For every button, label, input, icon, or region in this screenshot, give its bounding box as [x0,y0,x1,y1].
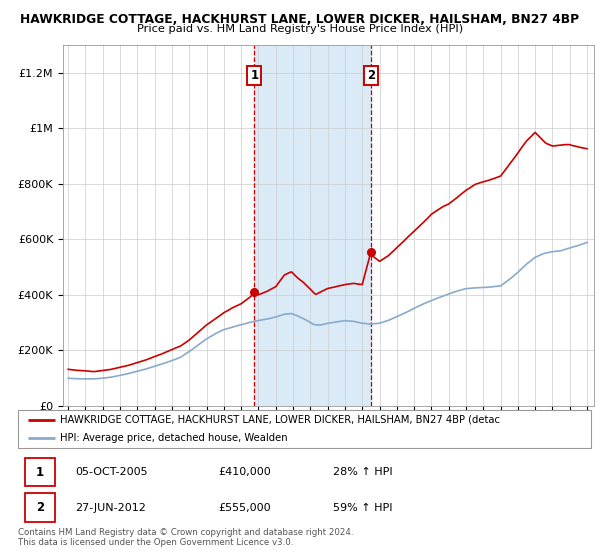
Text: Contains HM Land Registry data © Crown copyright and database right 2024.
This d: Contains HM Land Registry data © Crown c… [18,528,353,547]
Text: 27-JUN-2012: 27-JUN-2012 [76,502,146,512]
Text: 1: 1 [250,69,259,82]
Text: 59% ↑ HPI: 59% ↑ HPI [333,502,392,512]
Text: £555,000: £555,000 [218,502,271,512]
Text: HAWKRIDGE COTTAGE, HACKHURST LANE, LOWER DICKER, HAILSHAM, BN27 4BP (detac: HAWKRIDGE COTTAGE, HACKHURST LANE, LOWER… [60,415,500,425]
FancyBboxPatch shape [25,458,55,486]
Text: 1: 1 [36,465,44,479]
FancyBboxPatch shape [25,493,55,521]
Text: HPI: Average price, detached house, Wealden: HPI: Average price, detached house, Weal… [60,433,287,444]
Text: £410,000: £410,000 [218,467,271,477]
Text: 2: 2 [367,69,375,82]
FancyBboxPatch shape [18,410,591,448]
Text: 28% ↑ HPI: 28% ↑ HPI [333,467,393,477]
Bar [254,45,371,406]
Text: 05-OCT-2005: 05-OCT-2005 [76,467,148,477]
Text: Price paid vs. HM Land Registry's House Price Index (HPI): Price paid vs. HM Land Registry's House … [137,24,463,34]
Text: 2: 2 [36,501,44,514]
Text: HAWKRIDGE COTTAGE, HACKHURST LANE, LOWER DICKER, HAILSHAM, BN27 4BP: HAWKRIDGE COTTAGE, HACKHURST LANE, LOWER… [20,13,580,26]
